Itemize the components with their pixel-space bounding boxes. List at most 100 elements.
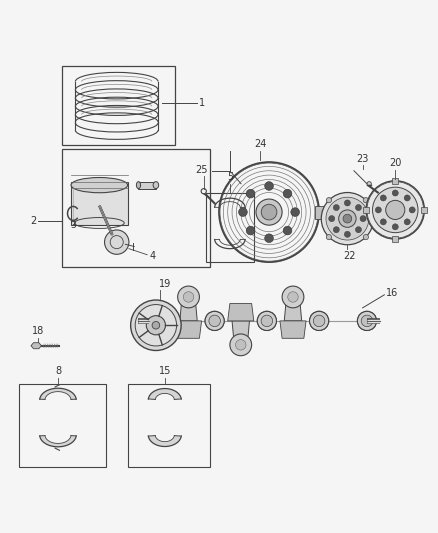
Polygon shape [31, 343, 42, 349]
Text: 15: 15 [159, 366, 171, 376]
Circle shape [313, 315, 325, 327]
Polygon shape [40, 435, 76, 447]
Circle shape [283, 226, 292, 235]
Circle shape [310, 311, 328, 330]
Circle shape [246, 189, 255, 198]
Circle shape [326, 235, 332, 240]
Polygon shape [228, 303, 254, 321]
Text: 5: 5 [227, 172, 233, 182]
Circle shape [357, 311, 377, 330]
Polygon shape [280, 321, 306, 338]
Circle shape [366, 181, 424, 239]
Circle shape [321, 192, 374, 245]
Text: 18: 18 [32, 326, 45, 336]
Circle shape [355, 205, 361, 211]
Circle shape [205, 311, 224, 330]
Circle shape [291, 208, 300, 216]
Bar [62, 66, 176, 144]
Text: 25: 25 [195, 165, 208, 175]
Circle shape [344, 231, 350, 237]
Text: 24: 24 [254, 139, 267, 149]
Circle shape [261, 315, 272, 327]
Circle shape [261, 204, 277, 220]
Circle shape [361, 315, 373, 327]
Text: 2: 2 [30, 216, 36, 226]
Circle shape [343, 214, 352, 223]
Circle shape [344, 200, 350, 206]
Bar [62, 149, 210, 266]
Circle shape [360, 215, 366, 222]
Bar [19, 384, 106, 467]
Circle shape [404, 195, 410, 201]
Circle shape [326, 198, 332, 203]
Circle shape [392, 190, 398, 196]
Polygon shape [148, 435, 181, 447]
Bar [392, 177, 398, 184]
Circle shape [131, 300, 181, 351]
Bar [421, 207, 427, 213]
Circle shape [178, 286, 199, 308]
Ellipse shape [153, 182, 159, 189]
Text: 19: 19 [159, 279, 171, 289]
Circle shape [357, 311, 377, 330]
Circle shape [310, 311, 328, 330]
Bar [363, 207, 369, 213]
Circle shape [409, 207, 415, 213]
Circle shape [265, 234, 273, 243]
Circle shape [373, 187, 418, 233]
Circle shape [256, 199, 282, 225]
Circle shape [355, 227, 361, 233]
Circle shape [392, 224, 398, 230]
Circle shape [153, 311, 172, 330]
Bar [315, 206, 324, 219]
Circle shape [265, 182, 273, 190]
Text: 8: 8 [55, 366, 61, 376]
Polygon shape [180, 297, 197, 321]
Circle shape [404, 219, 410, 225]
Polygon shape [148, 389, 181, 399]
Polygon shape [232, 321, 250, 345]
Polygon shape [40, 388, 76, 399]
Circle shape [288, 292, 298, 302]
Text: 3: 3 [71, 221, 76, 230]
Circle shape [152, 321, 160, 329]
Text: 4: 4 [149, 252, 155, 262]
Circle shape [239, 208, 247, 216]
Text: 22: 22 [343, 251, 356, 261]
Polygon shape [284, 297, 302, 321]
Circle shape [363, 235, 368, 240]
Circle shape [105, 230, 129, 254]
Bar [71, 182, 127, 225]
Circle shape [236, 340, 246, 350]
Circle shape [283, 189, 292, 198]
Text: 16: 16 [386, 288, 399, 298]
Circle shape [363, 198, 368, 203]
Circle shape [230, 334, 252, 356]
Circle shape [282, 286, 304, 308]
Circle shape [257, 311, 276, 330]
Circle shape [386, 200, 405, 220]
Circle shape [328, 215, 335, 222]
Circle shape [157, 315, 168, 327]
Circle shape [261, 315, 272, 327]
Circle shape [313, 315, 325, 327]
Circle shape [339, 210, 356, 228]
Circle shape [257, 311, 276, 330]
Circle shape [135, 304, 177, 346]
Circle shape [205, 311, 224, 330]
Polygon shape [176, 321, 201, 338]
Circle shape [326, 197, 369, 240]
Text: 23: 23 [357, 154, 369, 164]
Bar [392, 236, 398, 242]
Text: 1: 1 [199, 98, 205, 108]
Circle shape [333, 205, 339, 211]
Circle shape [153, 311, 172, 330]
Ellipse shape [136, 182, 141, 189]
Circle shape [157, 315, 168, 327]
Text: 20: 20 [389, 158, 402, 168]
Circle shape [367, 182, 371, 186]
Bar [206, 192, 254, 262]
Circle shape [361, 315, 373, 327]
Ellipse shape [71, 177, 127, 193]
Circle shape [375, 207, 381, 213]
